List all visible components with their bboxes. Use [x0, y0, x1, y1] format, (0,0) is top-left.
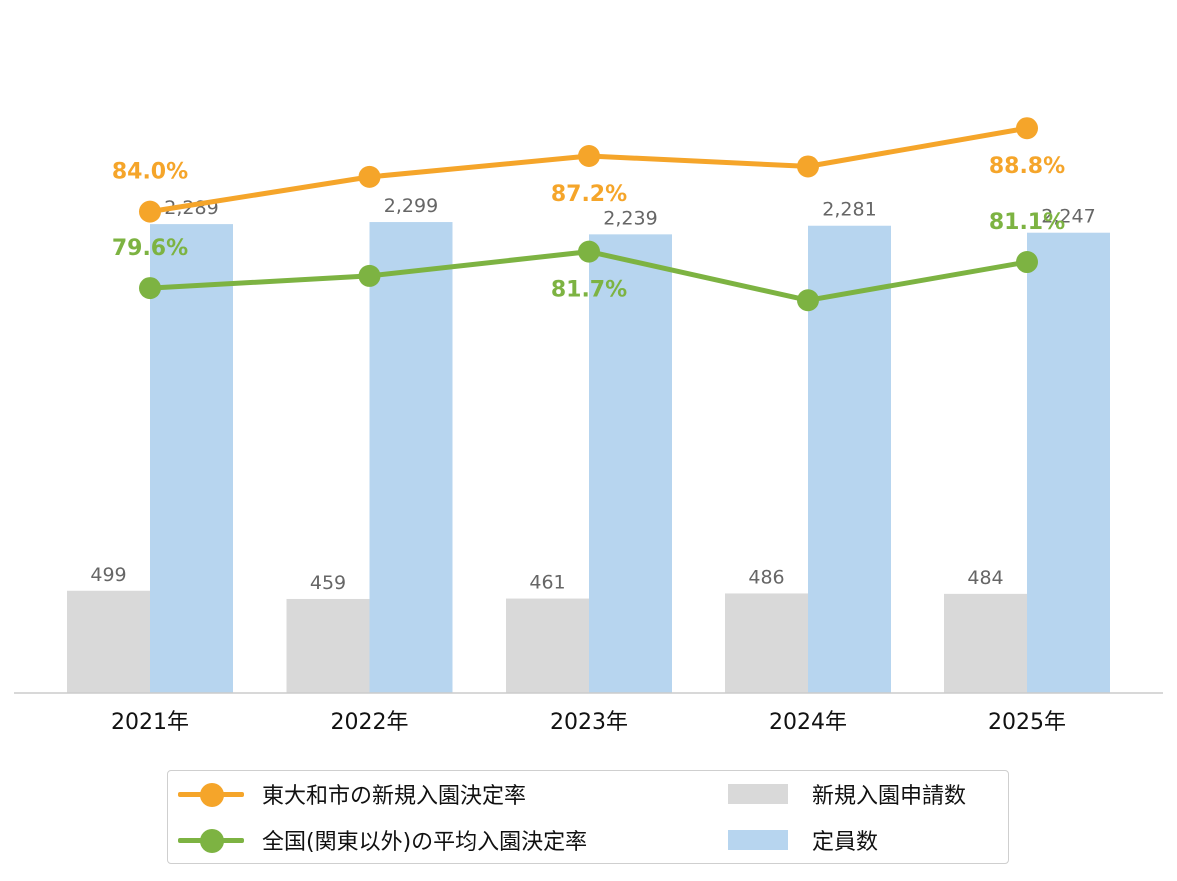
applications-bar-label: 486 — [748, 566, 784, 588]
x-tick-label: 2025年 — [988, 710, 1066, 735]
national-rate-point — [139, 277, 161, 300]
applications-bar — [944, 593, 1027, 693]
applications-bar — [67, 590, 150, 693]
legend-label: 全国(関東以外)の平均入園決定率 — [262, 830, 588, 855]
legend-label: 定員数 — [812, 830, 879, 855]
legend-line-marker-icon — [178, 779, 244, 809]
legend-line-marker-icon — [178, 825, 244, 855]
capacity-bar-label: 2,299 — [384, 195, 438, 217]
national-rate-point — [358, 264, 381, 287]
national-rate-data-label: 81.7% — [551, 278, 627, 303]
tokyo-rate-data-label: 88.8% — [989, 154, 1065, 179]
applications-bar — [286, 598, 370, 693]
x-tick-label: 2024年 — [769, 710, 847, 735]
legend-swatch-icon — [728, 779, 788, 809]
tokyo-rate-point — [358, 165, 381, 188]
legend-item-national-rate: 全国(関東以外)の平均入園決定率 — [178, 824, 587, 856]
legend-label: 新規入園申請数 — [812, 784, 967, 809]
x-tick-labels: 2021年 2022年 2023年 2024年 2025年 — [111, 710, 1066, 735]
tokyo-rate-point — [139, 200, 161, 223]
tokyo-rate-point — [1016, 117, 1038, 140]
lines-group — [139, 117, 1038, 312]
legend-item-tokyo-rate: 東大和市の新規入園決定率 — [178, 778, 526, 810]
x-tick-label: 2023年 — [550, 710, 628, 735]
applications-bar-label: 484 — [967, 567, 1003, 589]
legend-label: 東大和市の新規入園決定率 — [262, 784, 527, 809]
capacity-bar-label: 2,247 — [1041, 206, 1095, 228]
tokyo-rate-point — [578, 145, 600, 168]
legend-swatch-icon — [728, 825, 788, 855]
legend-item-applications: 新規入園申請数 — [728, 778, 966, 810]
capacity-bar-label: 2,239 — [603, 207, 657, 229]
x-tick-label: 2021年 — [111, 710, 189, 735]
legend: 東大和市の新規入園決定率 全国(関東以外)の平均入園決定率 新規入園申請数 定員… — [167, 770, 1009, 864]
tokyo-rate-point — [797, 155, 819, 178]
national-rate-data-label: 81.1% — [989, 210, 1065, 235]
applications-bar — [506, 598, 589, 693]
capacity-bar — [1027, 232, 1110, 694]
national-rate-point — [578, 240, 600, 263]
national-rate-data-label: 79.6% — [112, 236, 188, 261]
national-rate-point — [797, 289, 819, 312]
capacity-bar — [150, 224, 233, 694]
tokyo-rate-data-label: 84.0% — [112, 160, 188, 185]
capacity-bar — [589, 234, 672, 693]
line-labels-group: 84.0% 87.2% 88.8% 79.6% 81.7% 81.1% — [112, 154, 1065, 302]
bars-group — [67, 222, 1110, 694]
tokyo-rate-data-label: 87.2% — [551, 182, 627, 207]
applications-bar-label: 499 — [90, 564, 126, 586]
capacity-bar — [369, 222, 453, 693]
national-rate-point — [1016, 251, 1038, 274]
applications-bar-label: 461 — [529, 572, 565, 594]
applications-bar — [725, 593, 808, 693]
applications-bar-label: 459 — [310, 572, 346, 594]
capacity-bar — [808, 225, 891, 693]
x-tick-label: 2022年 — [331, 710, 409, 735]
legend-item-capacity: 定員数 — [728, 824, 878, 856]
capacity-bar-label: 2,281 — [822, 199, 876, 221]
